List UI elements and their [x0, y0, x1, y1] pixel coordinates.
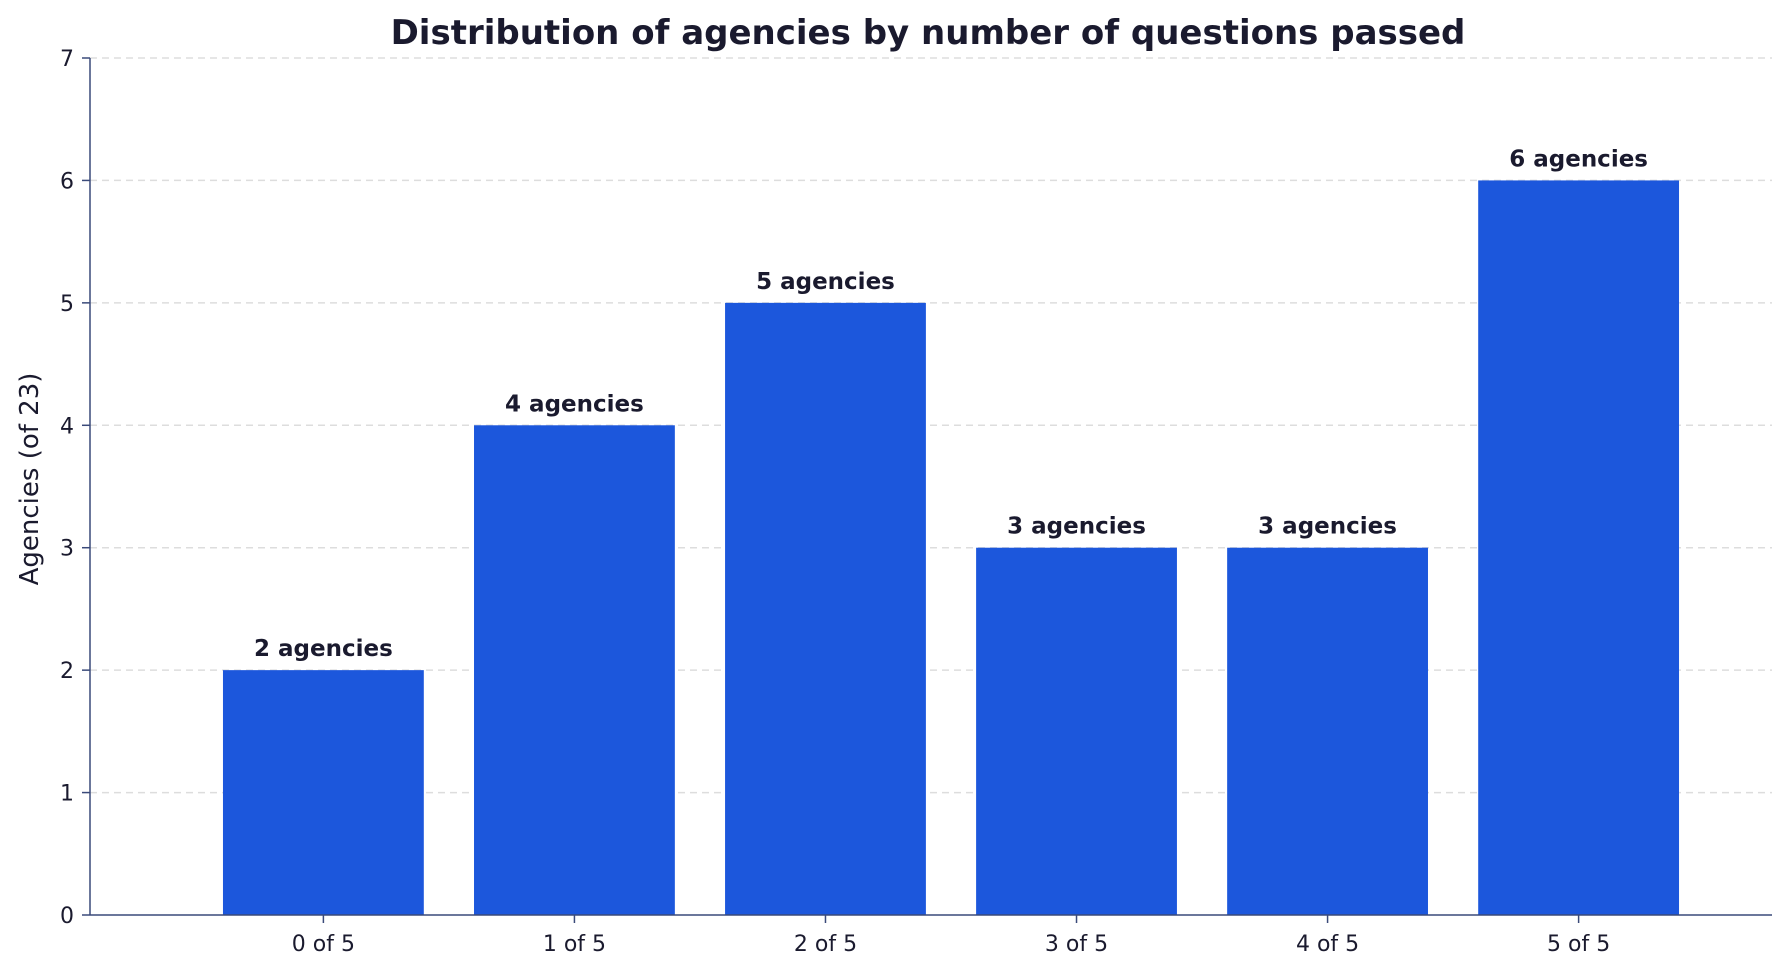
- axes: 0 1 2 3 4 5 6 7 0 of 5 1 of 5 2 of 5 3 of 5 4 of 5 5 …: [60, 47, 1772, 957]
- x-tick-label: 1 of 5: [543, 932, 606, 957]
- data-label: 3 agencies: [1258, 514, 1397, 540]
- y-tick-label: 1: [60, 782, 74, 807]
- y-tick-label: 4: [60, 414, 74, 439]
- x-tick-label: 2 of 5: [794, 932, 857, 957]
- y-tick-label: 0: [60, 904, 74, 929]
- y-tick-label: 5: [60, 292, 74, 317]
- x-tick-label: 4 of 5: [1296, 932, 1359, 957]
- x-tick-label: 3 of 5: [1045, 932, 1108, 957]
- y-tick-label: 7: [60, 47, 74, 72]
- data-label: 6 agencies: [1509, 146, 1648, 172]
- chart-title: Distribution of agencies by number of qu…: [391, 13, 1466, 53]
- data-label: 2 agencies: [254, 636, 393, 662]
- x-tick-label: 5 of 5: [1547, 932, 1610, 957]
- data-label: 5 agencies: [756, 269, 895, 295]
- y-tick-label: 2: [60, 659, 74, 684]
- data-labels: 2 agencies 4 agencies 5 agencies 3 agencies…: [254, 146, 1648, 662]
- bar: [976, 547, 1177, 915]
- bar: [1227, 547, 1428, 915]
- y-axis-label: Agencies (of 23): [15, 373, 45, 586]
- bars: [222, 180, 1680, 915]
- bar: [474, 425, 675, 915]
- x-tick-label: 0 of 5: [292, 932, 355, 957]
- data-label: 4 agencies: [505, 391, 644, 417]
- bar: [222, 670, 424, 915]
- bar: [725, 302, 926, 915]
- bar: [1478, 180, 1680, 915]
- data-label: 3 agencies: [1007, 514, 1146, 540]
- y-tick-label: 6: [60, 169, 74, 194]
- y-tick-label: 3: [60, 537, 74, 562]
